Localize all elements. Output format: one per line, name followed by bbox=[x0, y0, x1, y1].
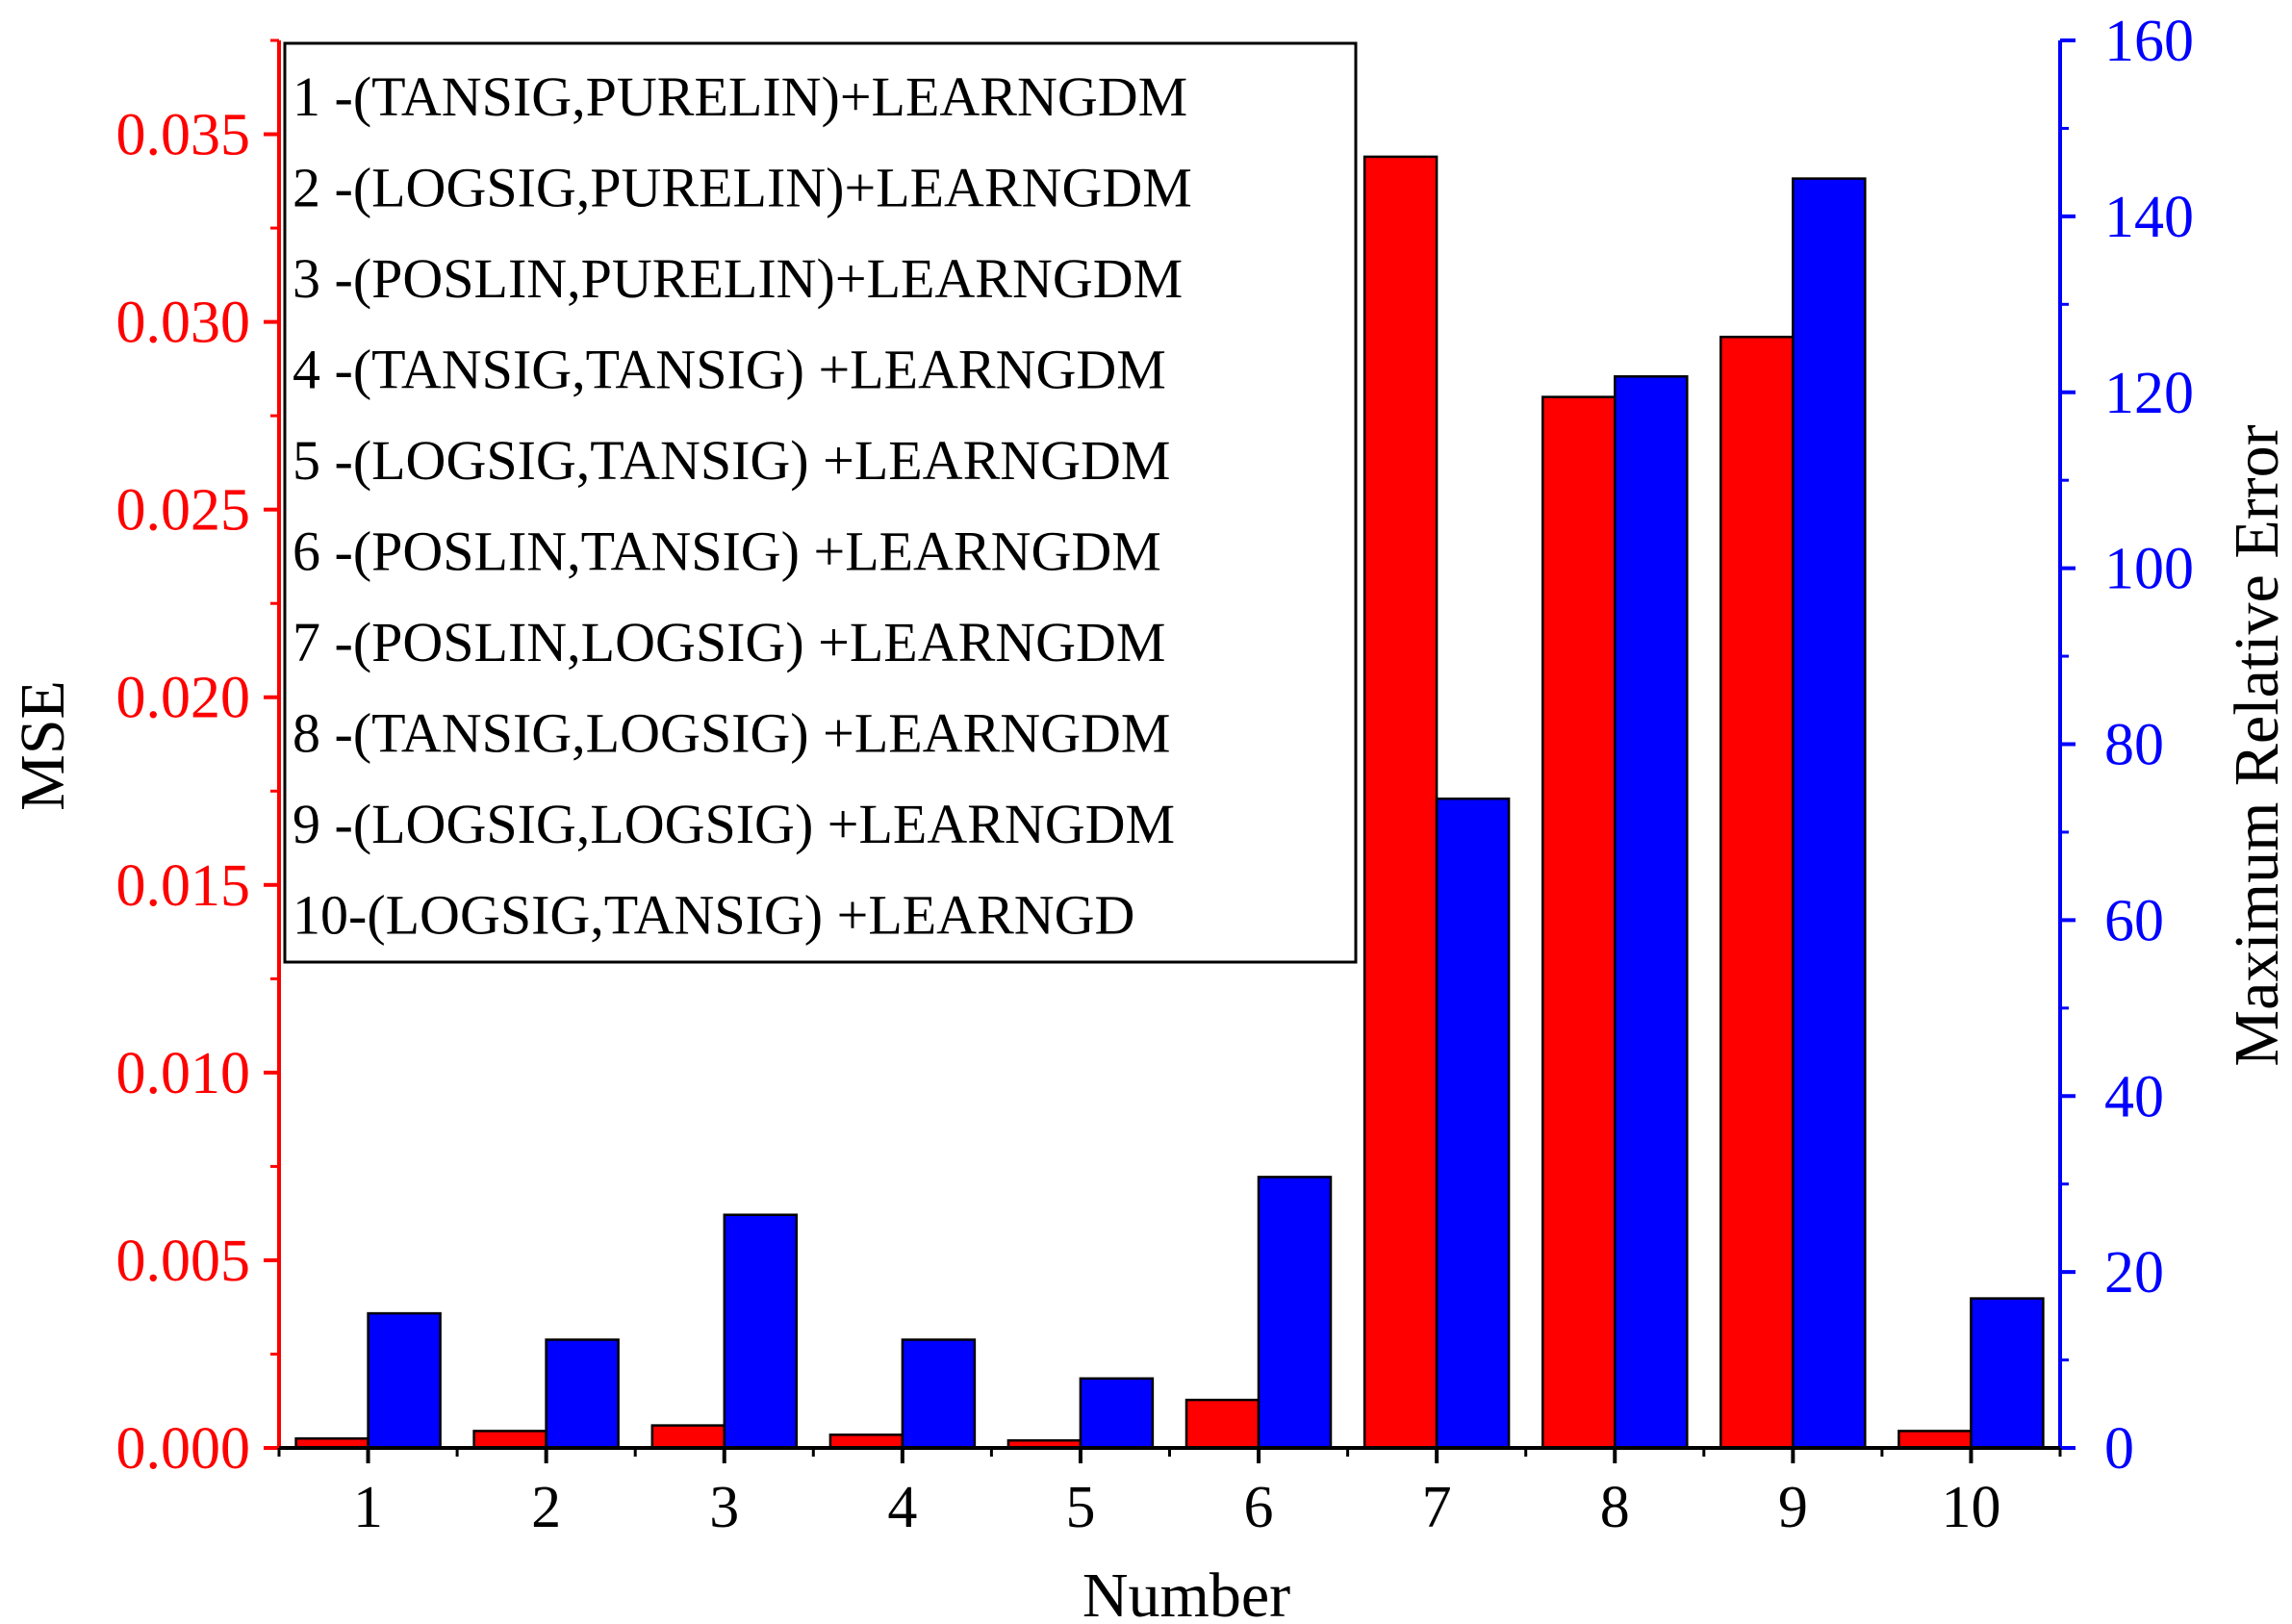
y-right-tick-label: 0 bbox=[2104, 1416, 2134, 1482]
bar-mse-9 bbox=[1719, 335, 1795, 1450]
y-left-tick-label: 0.030 bbox=[116, 291, 251, 356]
y-right-tick-label: 120 bbox=[2104, 361, 2194, 426]
bar-max-rel-error-8 bbox=[1614, 375, 1689, 1450]
legend-entry: 5 -(LOGSIG,TANSIG) +LEARNGDM bbox=[293, 429, 1170, 492]
x-tick-label: 4 bbox=[887, 1475, 917, 1540]
y-left-tick-label: 0.010 bbox=[116, 1041, 251, 1106]
y-left-tick-label: 0.000 bbox=[116, 1416, 251, 1482]
y-left-tick-label: 0.015 bbox=[116, 853, 251, 919]
legend-entry: 9 -(LOGSIG,LOGSIG) +LEARNGDM bbox=[293, 793, 1175, 855]
x-axis-title: Number bbox=[1082, 1561, 1290, 1624]
bar-max-rel-error-10 bbox=[1970, 1297, 2045, 1450]
y-right-tick-label: 60 bbox=[2104, 888, 2164, 953]
bar-mse-4 bbox=[828, 1434, 904, 1450]
x-tick-label: 8 bbox=[1600, 1475, 1630, 1540]
bar-max-rel-error-9 bbox=[1792, 177, 1867, 1450]
x-tick-label: 2 bbox=[531, 1475, 561, 1540]
x-tick-label: 10 bbox=[1941, 1475, 2000, 1540]
y-left-tick-label: 0.005 bbox=[116, 1229, 251, 1294]
x-tick-label: 3 bbox=[709, 1475, 739, 1540]
bar-max-rel-error-1 bbox=[367, 1311, 442, 1450]
y-left-tick-label: 0.025 bbox=[116, 478, 251, 544]
legend-entry: 1 -(TANSIG,PURELIN)+LEARNGDM bbox=[293, 65, 1187, 128]
y-axis-right-title: Maximum Relative Error bbox=[2222, 424, 2292, 1066]
y-right-tick-label: 40 bbox=[2104, 1064, 2164, 1129]
bar-max-rel-error-7 bbox=[1435, 797, 1511, 1450]
bar-mse-2 bbox=[472, 1430, 548, 1450]
x-tick-label: 5 bbox=[1065, 1475, 1095, 1540]
x-tick-label: 6 bbox=[1244, 1475, 1274, 1540]
y-right-tick-label: 160 bbox=[2104, 9, 2194, 74]
bar-mse-8 bbox=[1541, 395, 1617, 1450]
bar-mse-7 bbox=[1362, 155, 1439, 1450]
bar-mse-6 bbox=[1184, 1398, 1261, 1450]
y-left-tick-label: 0.035 bbox=[116, 103, 251, 168]
x-tick-label: 1 bbox=[353, 1475, 383, 1540]
bar-max-rel-error-3 bbox=[723, 1213, 799, 1450]
y-left-tick-label: 0.020 bbox=[116, 666, 251, 731]
x-tick-label: 9 bbox=[1778, 1475, 1808, 1540]
y-right-tick-label: 80 bbox=[2104, 713, 2164, 778]
legend-entry: 8 -(TANSIG,LOGSIG) +LEARNGDM bbox=[293, 702, 1170, 765]
bar-max-rel-error-4 bbox=[901, 1338, 977, 1450]
legend-entry: 2 -(LOGSIG,PURELIN)+LEARNGDM bbox=[293, 157, 1192, 219]
bar-max-rel-error-2 bbox=[545, 1338, 620, 1450]
bar-max-rel-error-6 bbox=[1257, 1176, 1333, 1450]
legend-entry: 6 -(POSLIN,TANSIG) +LEARNGDM bbox=[293, 520, 1161, 583]
legend-entry: 4 -(TANSIG,TANSIG) +LEARNGDM bbox=[293, 339, 1166, 401]
bar-mse-3 bbox=[650, 1424, 726, 1450]
y-right-tick-label: 140 bbox=[2104, 185, 2194, 250]
y-right-tick-label: 20 bbox=[2104, 1240, 2164, 1306]
x-tick-label: 7 bbox=[1422, 1475, 1452, 1540]
bars-layer bbox=[294, 155, 2045, 1450]
y-axis-left-title: MSE bbox=[8, 680, 78, 811]
legend-layer: 1 -(TANSIG,PURELIN)+LEARNGDM 2 -(LOGSIG,P… bbox=[283, 41, 1358, 964]
bar-mse-10 bbox=[1897, 1430, 1973, 1450]
legend-entry: 7 -(POSLIN,LOGSIG) +LEARNGDM bbox=[293, 611, 1166, 673]
legend-entry: 3 -(POSLIN,PURELIN)+LEARNGDM bbox=[293, 247, 1183, 310]
axes-layer: 0.000 0.005 0.010 0.015 0.020 0.025 0.030 0.035… bbox=[116, 9, 2195, 1540]
y-right-tick-label: 100 bbox=[2104, 537, 2194, 602]
bar-max-rel-error-5 bbox=[1079, 1377, 1155, 1450]
legend-box bbox=[283, 41, 1358, 964]
legend-entry: 10-(LOGSIG,TANSIG) +LEARNGD bbox=[293, 884, 1134, 947]
